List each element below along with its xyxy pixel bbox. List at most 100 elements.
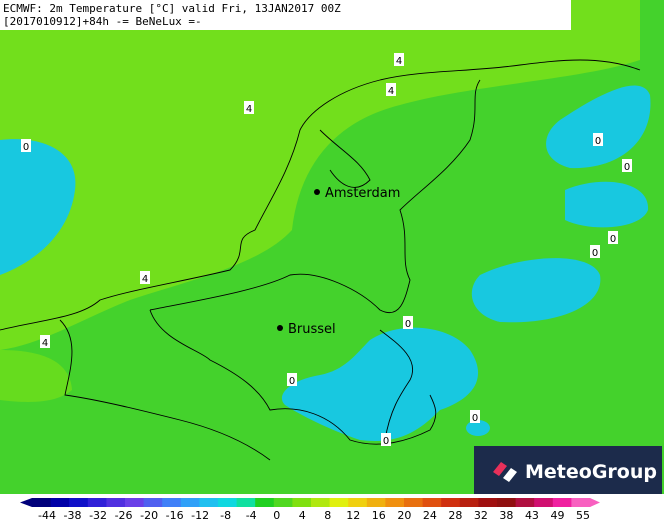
header-box — [0, 0, 571, 30]
colorbar-tick-label: -16 — [166, 509, 184, 522]
colorbar-tick-label: -20 — [140, 509, 158, 522]
colorbar-end — [20, 498, 32, 507]
colorbar-swatch — [32, 498, 52, 507]
header-line: ECMWF: 2m Temperature [°C] valid Fri, 13… — [3, 2, 341, 15]
logo: MeteoGroup — [474, 446, 662, 494]
contour-label: 0 — [610, 234, 616, 245]
colorbar-swatch — [106, 498, 126, 507]
colorbar-tick-label: -32 — [89, 509, 107, 522]
colorbar-swatch — [404, 498, 424, 507]
contour-label: 4 — [42, 338, 48, 349]
border-line — [149, 79, 481, 313]
colorbar-tick-label: -12 — [191, 509, 209, 522]
city-label: Amsterdam — [325, 186, 400, 201]
colorbar-tick-label: -26 — [115, 509, 133, 522]
colorbar-tick-label: -38 — [64, 509, 82, 522]
logo-box — [474, 446, 662, 494]
colorbar-swatch — [125, 498, 145, 507]
cold-area — [565, 181, 649, 228]
colorbar-tick-label: 16 — [372, 509, 386, 522]
contour-label-box — [608, 231, 618, 244]
contour-label: 0 — [23, 142, 29, 153]
contour-label-box — [590, 245, 600, 258]
colorbar-swatch — [366, 498, 386, 507]
contour-label-box — [40, 335, 50, 348]
colorbar-tick-label: 32 — [474, 509, 488, 522]
colorbar-swatch — [311, 498, 331, 507]
coastline — [0, 59, 641, 331]
colorbar-swatch — [50, 498, 70, 507]
colorbar: -44 -38 -32 -26 -20 -16 -12 -8 -4 0 4 8 12 16 20 24 28 32… — [20, 498, 600, 522]
contour-label: 0 — [592, 248, 598, 259]
cold-area — [546, 85, 651, 169]
colorbar-swatch — [162, 498, 182, 507]
city-label: Brussel — [288, 322, 336, 337]
colorbar-swatch — [441, 498, 461, 507]
contour-label-box — [622, 159, 632, 172]
colorbar-tick-label: 12 — [346, 509, 360, 522]
contour-label: 0 — [383, 436, 389, 447]
colorbar-swatch — [459, 498, 479, 507]
colorbar-swatch — [199, 498, 219, 507]
logo-text: MeteoGroup — [525, 461, 657, 483]
colorbar-tick-label: 55 — [576, 509, 590, 522]
border-line — [149, 309, 437, 445]
cold-area — [281, 327, 479, 441]
contour-label-box — [593, 133, 603, 146]
border-line — [59, 319, 271, 461]
contour-label: 4 — [388, 86, 394, 97]
colorbar-tick-label: 8 — [324, 509, 331, 522]
contour-label: 0 — [405, 319, 411, 330]
contour-label-box — [394, 53, 404, 66]
colorbar-swatch — [515, 498, 535, 507]
colorbar-swatch — [571, 498, 591, 507]
colorbar-swatch — [292, 498, 312, 507]
contour-label: 0 — [595, 136, 601, 147]
colorbar-swatch — [69, 498, 89, 507]
colorbar-tick-label: -4 — [246, 509, 257, 522]
contour-label: 0 — [289, 376, 295, 387]
header-line: [2017010912]+84h -= BeNeLux =- — [3, 15, 202, 28]
border-line — [379, 329, 414, 441]
city-dot — [277, 325, 283, 331]
lake-line — [319, 129, 371, 188]
colorbar-swatch — [180, 498, 200, 507]
contour-label-box — [140, 271, 150, 284]
contour-label-box — [470, 410, 480, 423]
cold-area — [0, 139, 76, 275]
colorbar-tick-label: 28 — [448, 509, 462, 522]
warm-area — [0, 350, 72, 402]
colorbar-swatch — [255, 498, 275, 507]
colorbar-swatch — [552, 498, 572, 507]
contour-label: 0 — [472, 413, 478, 424]
colorbar-tick-label: -44 — [38, 509, 56, 522]
map: Amsterdam Brussel 4 4 4 0 0 0 0 0 4 4 0 0 0 0 — [0, 0, 664, 494]
colorbar-tick-label: 24 — [423, 509, 437, 522]
colorbar-swatch — [87, 498, 107, 507]
colorbar-swatch — [497, 498, 517, 507]
cold-area — [471, 258, 601, 323]
contour-label: 0 — [624, 162, 630, 173]
contour-label-box — [403, 316, 413, 329]
contour-label: 4 — [142, 274, 148, 285]
colorbar-swatch — [143, 498, 163, 507]
colorbar-tick-label: 43 — [525, 509, 539, 522]
colorbar-tick-label: 38 — [499, 509, 513, 522]
colorbar-tick-label: 0 — [273, 509, 280, 522]
contour-label-box — [381, 433, 391, 446]
colorbar-swatch — [273, 498, 293, 507]
contour-label-box — [244, 101, 254, 114]
warm-area — [0, 0, 640, 350]
city-dot — [314, 189, 320, 195]
contour-label-box — [287, 373, 297, 386]
colorbar-tick-label: 4 — [299, 509, 306, 522]
colorbar-swatch — [329, 498, 349, 507]
cold-area — [466, 420, 490, 436]
colorbar-swatch — [478, 498, 498, 507]
contour-label: 4 — [396, 56, 402, 67]
colorbar-swatch — [534, 498, 554, 507]
colorbar-swatch — [236, 498, 256, 507]
colorbar-swatch — [218, 498, 238, 507]
colorbar-tick-label: 49 — [550, 509, 564, 522]
